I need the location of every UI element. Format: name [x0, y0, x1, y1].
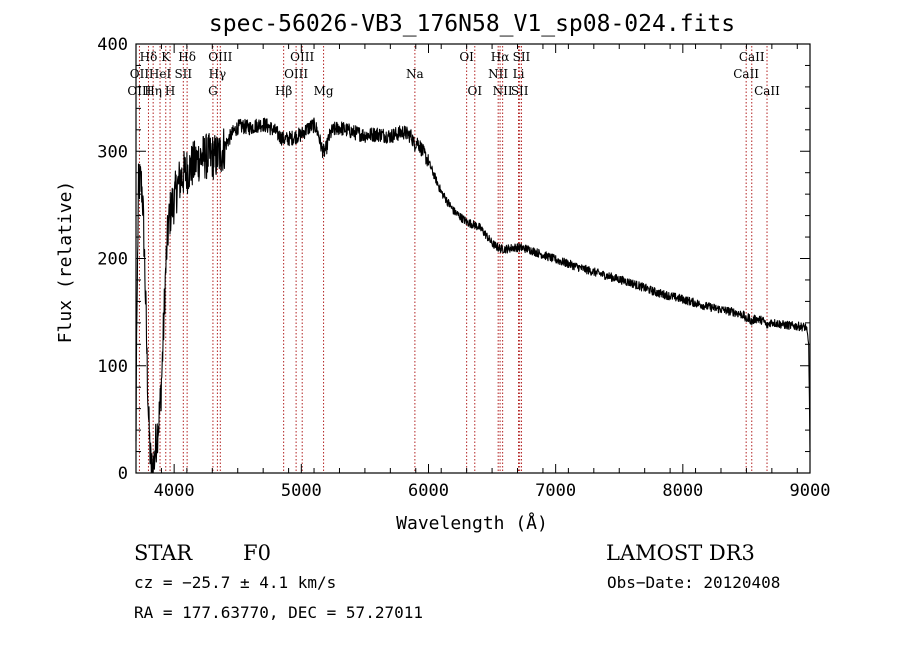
obs-date-text: Obs−Date: 20120408	[607, 573, 780, 592]
spectral-line-label: Na	[406, 67, 424, 81]
redshift-text: cz = −25.7 ± 4.1 km/s	[134, 573, 336, 592]
y-tick-label: 200	[97, 250, 128, 270]
spectral-line-label: Hα	[491, 50, 510, 64]
spectral-line-label: SII	[511, 84, 529, 98]
x-tick-label: 5000	[281, 481, 322, 501]
spectral-line-label: H	[165, 84, 175, 98]
spectral-line-label: OII	[130, 67, 150, 81]
spectral-line-label: OIII	[284, 67, 308, 81]
object-subclass: F0	[243, 541, 271, 565]
spectral-line-label: Mg	[314, 84, 334, 98]
x-tick-label: 6000	[408, 481, 449, 501]
spectral-line-label: Li	[513, 67, 525, 81]
survey-name: LAMOST DR3	[606, 541, 755, 565]
x-axis-ticks: 4000 5000 6000 7000 8000 9000	[135, 44, 831, 501]
x-axis-label: Wavelength (Å)	[396, 512, 548, 534]
spectral-line-label: Hδ	[178, 50, 196, 64]
y-tick-label: 100	[97, 357, 128, 377]
x-tick-label: 9000	[790, 481, 831, 501]
coordinates-text: RA = 177.63770, DEC = 57.27011	[134, 603, 423, 622]
x-tick-label: 8000	[662, 481, 703, 501]
spectral-line-label: CaII	[733, 67, 759, 81]
spectral-line-label: HeI	[149, 67, 172, 81]
x-tick-label: 4000	[154, 481, 195, 501]
y-tick-label: 0	[118, 464, 128, 484]
spectral-line-label: NII	[488, 67, 508, 81]
spectral-line-label: SII	[513, 50, 531, 64]
x-tick-label: 7000	[535, 481, 576, 501]
chart-title: spec-56026-VB3_176N58_V1_sp08-024.fits	[209, 11, 735, 37]
y-axis-label: Flux (relative)	[55, 181, 76, 344]
spectral-line-label: OI	[459, 50, 474, 64]
spectral-line-label: Hδ	[140, 50, 158, 64]
spectral-line-label: Hη	[144, 84, 162, 98]
y-tick-label: 400	[97, 35, 128, 55]
plot-frame	[135, 43, 811, 474]
spectral-line-label: G	[208, 84, 218, 98]
spectral-line-label: K	[161, 50, 171, 64]
spectral-line-label: NII	[493, 84, 513, 98]
spectral-line-label: SII	[174, 67, 192, 81]
y-tick-label: 300	[97, 142, 128, 162]
spectral-line-label: OI	[467, 84, 482, 98]
y-axis-ticks: 0 100 200 300 400	[97, 35, 810, 484]
spectrum-line	[135, 117, 811, 474]
spectral-line-label: OIII	[127, 84, 151, 98]
spectral-line-label: Hγ	[209, 67, 227, 81]
spectral-marker-lines	[138, 46, 768, 473]
spectral-line-label: CaII	[754, 84, 780, 98]
object-class: STAR	[134, 541, 193, 565]
spectral-line-label: OIII	[208, 50, 232, 64]
spectral-line-label: OIII	[290, 50, 314, 64]
spectral-line-label: Hβ	[275, 84, 292, 98]
spectral-line-label: CaII	[739, 50, 765, 64]
